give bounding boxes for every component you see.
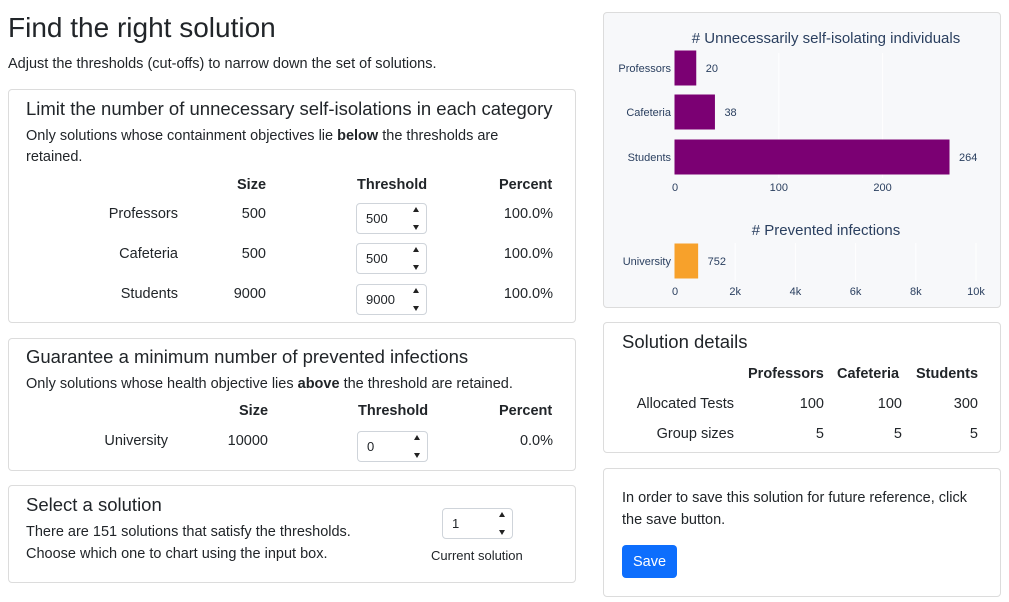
limit-row-size: 9000 — [233, 286, 266, 302]
chart-tick-label: 0 — [672, 286, 678, 298]
chart-title: # Prevented infections — [752, 222, 900, 239]
limit-card — [8, 89, 576, 323]
chart-bar — [674, 94, 715, 130]
chart-title: # Unnecessarily self-isolating individua… — [692, 30, 960, 47]
limit-row-label: Students — [120, 286, 178, 302]
details-header-students: Students — [916, 366, 979, 382]
guarantee-header-threshold: Threshold — [358, 403, 429, 419]
details-row-label: Group sizes — [656, 426, 734, 442]
threshold-input-value: 9000 — [366, 292, 395, 307]
chart-category-label: Professors — [618, 63, 671, 75]
chart-bar — [674, 139, 950, 175]
chart-value-label: 20 — [706, 63, 718, 75]
threshold-input-professors[interactable]: 500 — [356, 203, 427, 234]
chart-tick-label: 10k — [967, 286, 985, 298]
limit-card-title: Limit the number of unnecessary self-iso… — [26, 98, 553, 119]
details-cell: 100 — [877, 396, 902, 412]
limit-row-size: 500 — [241, 206, 266, 222]
threshold-input-value: 500 — [366, 251, 388, 266]
guarantee-card — [8, 338, 576, 471]
limit-card-description: Only solutions whose containment objecti… — [26, 126, 546, 168]
spinner-icon[interactable] — [410, 207, 422, 230]
chart-bar — [674, 50, 697, 86]
select-card-line2: Choose which one to chart using the inpu… — [26, 546, 328, 562]
details-cell: 5 — [893, 426, 902, 442]
guarantee-card-title: Guarantee a minimum number of prevented … — [26, 346, 469, 367]
spinner-icon[interactable] — [411, 435, 423, 458]
chart-tick-label: 6k — [850, 286, 862, 298]
chart-category-label: University — [623, 256, 672, 268]
details-card — [603, 322, 1001, 453]
threshold-input-value: 500 — [366, 211, 388, 226]
limit-row-percent: 100.0% — [503, 246, 553, 262]
limit-header-percent: Percent — [499, 177, 553, 193]
guarantee-desc-text-end: the threshold are retained. — [339, 376, 513, 392]
chart-tick-label: 4k — [790, 286, 802, 298]
details-row-label: Allocated Tests — [636, 396, 734, 412]
guarantee-desc-text: Only solutions whose health objective li… — [26, 376, 298, 392]
spinner-icon[interactable] — [410, 288, 422, 311]
chart-tick-label: 100 — [770, 182, 788, 194]
chart-category-label: Cafeteria — [626, 107, 672, 119]
guarantee-card-description: Only solutions whose health objective li… — [26, 374, 566, 395]
save-button[interactable]: Save — [622, 545, 677, 578]
chart-tick-label: 200 — [873, 182, 891, 194]
chart-category-label: Students — [628, 152, 672, 164]
details-card-title: Solution details — [622, 331, 748, 352]
limit-desc-line2: retained. — [26, 149, 83, 165]
charts-svg: # Unnecessarily self-isolating individua… — [618, 30, 985, 298]
chart-value-label: 38 — [724, 107, 736, 119]
guarantee-row-label: University — [104, 433, 168, 449]
save-card-line2: the save button. — [622, 512, 726, 528]
spinner-icon[interactable] — [410, 247, 422, 270]
threshold-input-cafeteria[interactable]: 500 — [356, 243, 427, 274]
threshold-input-value: 0 — [367, 439, 375, 454]
limit-header-size: Size — [237, 177, 267, 193]
details-header-cafeteria: Cafeteria — [837, 366, 900, 382]
chart-card: # Unnecessarily self-isolating individua… — [603, 12, 1001, 308]
limit-row-size: 500 — [241, 246, 266, 262]
limit-desc-text: Only solutions whose containment objecti… — [26, 128, 338, 144]
chart-tick-label: 0 — [672, 182, 678, 194]
chart-bar — [674, 243, 699, 279]
guarantee-row-size: 10000 — [227, 433, 268, 449]
solution-input-value: 1 — [452, 516, 460, 531]
guarantee-header-size: Size — [239, 403, 269, 419]
chart-value-label: 264 — [959, 152, 977, 164]
limit-row-percent: 100.0% — [503, 286, 553, 302]
limit-row-label: Professors — [108, 206, 178, 222]
select-card-line1: There are 151 solutions that satisfy the… — [26, 524, 351, 540]
threshold-input-university[interactable]: 0 — [357, 431, 428, 462]
limit-header-threshold: Threshold — [357, 177, 428, 193]
limit-row-label: Cafeteria — [119, 246, 178, 262]
details-cell: 100 — [799, 396, 824, 412]
threshold-input-students[interactable]: 9000 — [356, 284, 427, 315]
details-header-professors: Professors — [748, 366, 824, 382]
chart-tick-label: 8k — [910, 286, 922, 298]
chart-tick-label: 2k — [729, 286, 741, 298]
spinner-icon[interactable] — [496, 512, 508, 535]
details-cell: 300 — [953, 396, 978, 412]
chart-value-label: 752 — [708, 256, 726, 268]
page-title: Find the right solution — [8, 12, 276, 43]
limit-row-percent: 100.0% — [503, 206, 553, 222]
limit-desc-bold: below — [337, 128, 379, 144]
guarantee-header-percent: Percent — [499, 403, 553, 419]
solution-number-input[interactable]: 1 — [442, 508, 513, 539]
save-card-line1: In order to save this solution for futur… — [622, 490, 967, 506]
details-cell: 5 — [969, 426, 978, 442]
details-cell: 5 — [815, 426, 824, 442]
guarantee-desc-bold: above — [297, 376, 340, 392]
limit-desc-text-end: the thresholds are — [378, 128, 499, 144]
page-subtitle: Adjust the thresholds (cut-offs) to narr… — [8, 56, 437, 72]
current-solution-label: Current solution — [431, 548, 523, 563]
select-card-title: Select a solution — [26, 494, 162, 515]
guarantee-row-percent: 0.0% — [519, 433, 553, 449]
